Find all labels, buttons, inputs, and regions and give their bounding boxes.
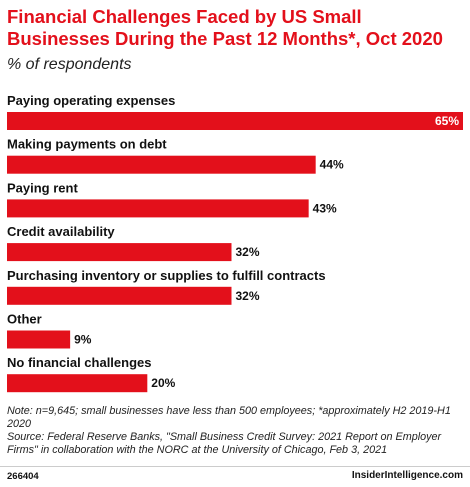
bar xyxy=(7,155,316,174)
bar xyxy=(7,374,148,393)
value-label: 65% xyxy=(435,114,459,128)
bar xyxy=(7,330,71,349)
brand-logo: InsiderIntelligence.com xyxy=(351,470,463,481)
footer-divider xyxy=(0,466,470,467)
chart-footnotes: Note: n=9,645; small businesses have les… xyxy=(7,405,465,457)
value-label: 44% xyxy=(320,158,344,172)
chart-note: Note: n=9,645; small businesses have les… xyxy=(7,405,451,430)
bar xyxy=(7,286,232,305)
value-label: 32% xyxy=(235,289,259,303)
value-label: 32% xyxy=(235,245,259,259)
value-label: 20% xyxy=(151,376,175,390)
category-label: Making payments on debt xyxy=(7,137,167,152)
value-label: 9% xyxy=(74,333,92,347)
bar xyxy=(7,112,463,130)
category-label: Other xyxy=(7,312,42,327)
category-label: Credit availability xyxy=(7,224,115,239)
chart-subtitle: % of respondents xyxy=(7,56,132,73)
chart-title: Financial Challenges Faced by US Small B… xyxy=(7,6,443,49)
category-label: No financial challenges xyxy=(7,355,152,370)
chart-source: Source: Federal Reserve Banks, "Small Bu… xyxy=(7,431,442,456)
bar-chart: Paying operating expenses 65% Making payme… xyxy=(7,93,463,393)
category-label: Paying operating expenses xyxy=(7,93,175,108)
category-label: Purchasing inventory or supplies to fulf… xyxy=(7,268,326,283)
bar xyxy=(7,243,232,262)
value-label: 43% xyxy=(313,201,337,215)
chart-id: 266404 xyxy=(7,471,39,482)
bar xyxy=(7,199,309,218)
category-label: Paying rent xyxy=(7,180,78,195)
